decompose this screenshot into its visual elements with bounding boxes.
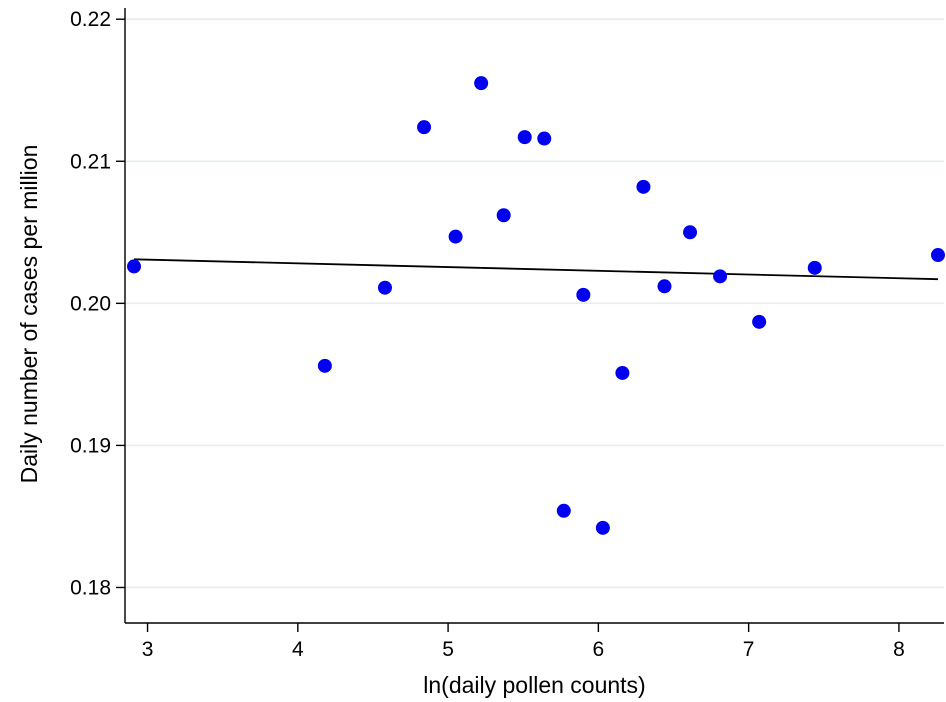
- data-point: [448, 229, 463, 244]
- y-axis-title: Daily number of cases per million: [16, 145, 42, 484]
- data-point: [127, 259, 142, 274]
- gridlines: [125, 18, 944, 589]
- data-point: [615, 365, 630, 380]
- x-tick-label: 7: [743, 638, 755, 661]
- data-point: [752, 314, 767, 329]
- data-point: [683, 225, 698, 240]
- data-point: [930, 248, 945, 263]
- fit-line-group: [133, 258, 939, 281]
- data-point: [713, 269, 728, 284]
- data-points: [127, 76, 945, 535]
- x-tick-label: 8: [893, 638, 905, 661]
- data-point: [317, 358, 332, 373]
- x-tick-label: 6: [593, 638, 605, 661]
- y-tick-label: 0.20: [70, 292, 111, 315]
- axes: 0.18 0.19 0.20 0.21 0.22 3 4 5 6 7 8: [70, 8, 944, 661]
- data-point: [636, 179, 651, 194]
- x-tick-label: 4: [292, 638, 304, 661]
- x-tick-label: 5: [442, 638, 454, 661]
- data-point: [657, 279, 672, 294]
- y-tick-label: 0.21: [70, 150, 111, 173]
- x-axis-title: ln(daily pollen counts): [423, 672, 645, 698]
- y-tick-label: 0.19: [70, 434, 111, 457]
- data-point: [595, 520, 610, 535]
- data-point: [517, 130, 532, 145]
- data-point: [556, 503, 571, 518]
- data-point: [496, 208, 511, 223]
- data-point: [474, 76, 489, 91]
- data-point: [537, 131, 552, 146]
- data-point: [576, 287, 591, 302]
- y-tick-label: 0.22: [70, 8, 111, 31]
- fit-line: [133, 258, 939, 281]
- data-point: [417, 120, 432, 135]
- data-point: [807, 260, 822, 275]
- data-point: [377, 280, 392, 295]
- x-tick-label: 3: [142, 638, 154, 661]
- y-tick-label: 0.18: [70, 576, 111, 599]
